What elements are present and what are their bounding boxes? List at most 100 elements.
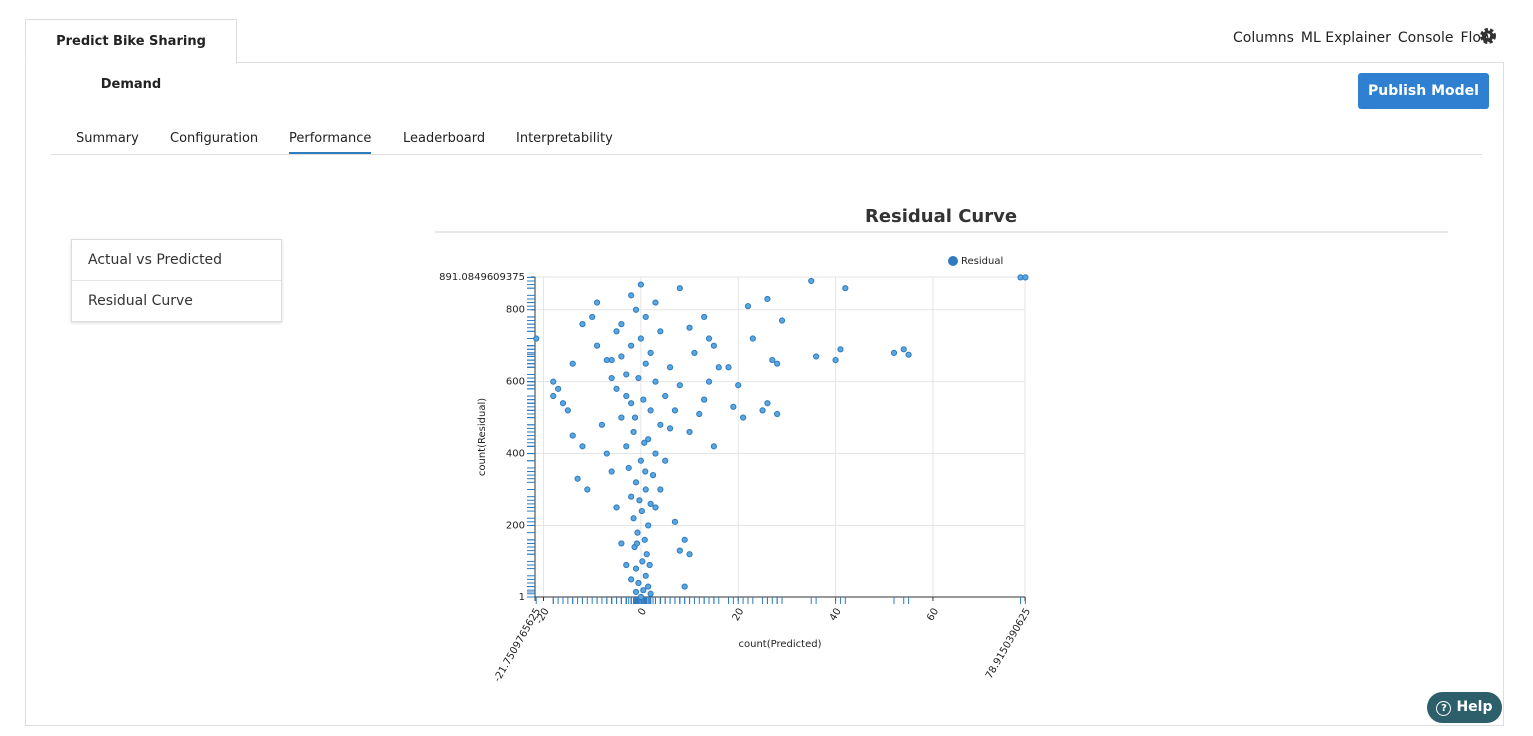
point: [652, 450, 659, 457]
point: [647, 407, 654, 414]
nav-link[interactable]: Columns: [1233, 30, 1294, 46]
point: [618, 540, 625, 547]
point: [778, 317, 786, 324]
point: [640, 587, 647, 594]
y-tick-label: 600: [506, 377, 525, 388]
y-tick-label: 800: [506, 305, 525, 316]
help-button[interactable]: ? Help: [1427, 692, 1502, 723]
x-tick-label: 60: [925, 607, 941, 624]
point: [637, 593, 644, 601]
settings-icon[interactable]: [1478, 26, 1498, 46]
y-axis-label: count(Residual): [477, 398, 488, 476]
point: [681, 536, 688, 543]
point: [642, 572, 649, 579]
point: [631, 414, 639, 421]
point: [657, 421, 664, 428]
point: [623, 392, 630, 400]
point: [641, 536, 648, 543]
point: [842, 285, 849, 292]
point: [613, 328, 620, 335]
tab[interactable]: Configuration: [170, 131, 259, 146]
tab[interactable]: Summary: [76, 131, 139, 146]
point: [637, 457, 644, 464]
point: [603, 356, 610, 364]
tab[interactable]: Performance: [289, 131, 372, 154]
point: [642, 468, 649, 475]
point: [641, 439, 648, 446]
point: [774, 410, 781, 418]
point: [559, 400, 567, 407]
point: [676, 382, 683, 389]
point: [647, 500, 654, 507]
side-menu-item[interactable]: Actual vs Predicted: [88, 252, 223, 268]
point: [628, 576, 635, 583]
tab[interactable]: Leaderboard: [403, 131, 486, 146]
point: [764, 400, 771, 407]
point: [686, 428, 693, 436]
point: [630, 515, 637, 522]
point: [686, 324, 693, 331]
point: [1022, 274, 1029, 281]
point: [645, 583, 652, 590]
x-tick-label: 0: [636, 607, 649, 618]
point: [637, 281, 644, 288]
point: [632, 306, 640, 313]
point: [623, 561, 630, 569]
tab[interactable]: Interpretability: [516, 131, 613, 146]
point: [642, 486, 649, 493]
point: [593, 342, 601, 349]
point: [569, 360, 576, 367]
point: [774, 360, 781, 367]
legend-label: Residual: [961, 256, 1003, 267]
project-tab[interactable]: Predict Bike Sharing Demand: [25, 19, 237, 92]
point: [642, 360, 649, 367]
x-tick-label: 20: [731, 607, 747, 624]
point: [630, 428, 637, 436]
point: [652, 378, 659, 385]
point: [564, 407, 571, 414]
point: [632, 588, 640, 596]
publish-button[interactable]: Publish Model: [1358, 73, 1489, 109]
point: [759, 407, 766, 414]
point: [647, 349, 654, 356]
point: [715, 364, 722, 371]
point: [618, 321, 625, 328]
point: [584, 486, 591, 493]
tab-divider: [51, 154, 1482, 155]
side-menu: Actual vs Predicted Residual Curve: [71, 239, 282, 322]
side-menu-item[interactable]: Residual Curve: [72, 280, 281, 321]
point: [642, 313, 649, 321]
point: [735, 382, 742, 389]
point: [832, 356, 839, 364]
point: [618, 414, 625, 421]
point: [579, 443, 586, 450]
point: [589, 313, 596, 321]
point: [640, 396, 647, 403]
point: [634, 529, 641, 536]
point: [749, 335, 756, 342]
point: [813, 353, 820, 360]
y-tick-label: 200: [506, 520, 525, 531]
point: [647, 590, 654, 597]
point: [705, 335, 713, 342]
point: [710, 342, 717, 349]
chart-title: Residual Curve: [865, 206, 1017, 227]
point: [625, 464, 632, 472]
point: [764, 295, 771, 303]
x-axis-label: count(Predicted): [739, 639, 822, 650]
point: [645, 436, 652, 443]
point: [613, 504, 620, 511]
point: [593, 299, 601, 306]
point: [550, 392, 557, 400]
nav-link[interactable]: ML Explainer: [1300, 30, 1391, 46]
y-tick-label: 400: [506, 449, 525, 460]
help-label: Help: [1456, 699, 1493, 715]
nav-link[interactable]: Console: [1397, 30, 1454, 46]
point: [681, 583, 688, 590]
point: [643, 551, 650, 558]
point: [686, 551, 693, 558]
point: [632, 479, 640, 486]
point: [652, 299, 659, 306]
